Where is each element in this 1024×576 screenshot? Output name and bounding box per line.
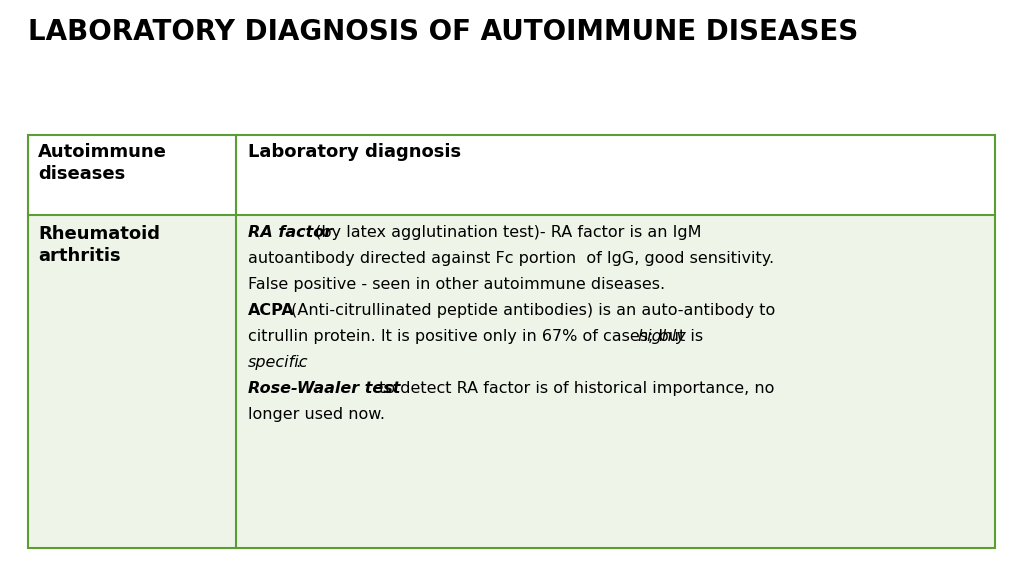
Text: ACPA: ACPA <box>248 303 295 318</box>
Text: Laboratory diagnosis: Laboratory diagnosis <box>248 143 461 161</box>
Text: specific: specific <box>248 355 308 370</box>
Text: highly: highly <box>638 329 687 344</box>
Text: to detect RA factor is of historical importance, no: to detect RA factor is of historical imp… <box>374 381 774 396</box>
Text: longer used now.: longer used now. <box>248 407 385 422</box>
Bar <box>28 135 995 548</box>
Text: RA factor: RA factor <box>248 225 332 240</box>
Text: Rheumatoid
arthritis: Rheumatoid arthritis <box>38 225 160 265</box>
Text: LABORATORY DIAGNOSIS OF AUTOIMMUNE DISEASES: LABORATORY DIAGNOSIS OF AUTOIMMUNE DISEA… <box>28 18 858 46</box>
Text: .: . <box>295 355 300 370</box>
Bar <box>28 215 995 548</box>
Text: Rose-Waaler test: Rose-Waaler test <box>248 381 400 396</box>
Text: autoantibody directed against Fc portion  of IgG, good sensitivity.: autoantibody directed against Fc portion… <box>248 251 774 266</box>
Text: Autoimmune
diseases: Autoimmune diseases <box>38 143 167 183</box>
Text: (by latex agglutination test)- RA factor is an IgM: (by latex agglutination test)- RA factor… <box>310 225 701 240</box>
Text: citrullin protein. It is positive only in 67% of cases; but is: citrullin protein. It is positive only i… <box>248 329 709 344</box>
Text: False positive - seen in other autoimmune diseases.: False positive - seen in other autoimmun… <box>248 277 665 292</box>
Bar <box>28 135 995 215</box>
Text: (Anti-citrullinated peptide antibodies) is an auto-antibody to: (Anti-citrullinated peptide antibodies) … <box>286 303 775 318</box>
